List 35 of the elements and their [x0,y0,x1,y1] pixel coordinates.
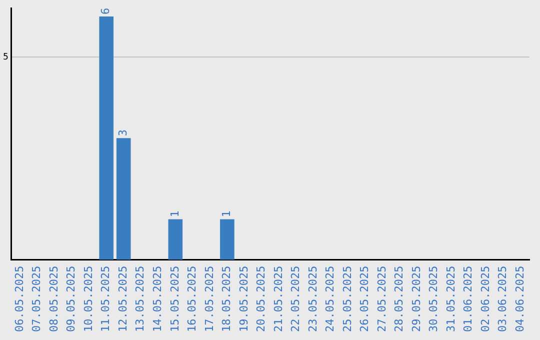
x-tick-label: 18.05.2025 [220,266,234,332]
x-tick-label: 29.05.2025 [410,266,423,332]
x-tick-label: 19.05.2025 [237,266,250,332]
x-tick-label: 10.05.2025 [82,266,95,332]
x-tick-label: 06.05.2025 [12,266,26,332]
data-label: 3 [116,130,130,136]
x-tick-label: 11.05.2025 [99,266,112,332]
data-label: 6 [99,8,112,15]
x-tick-label: 08.05.2025 [47,266,60,332]
data-label: 1 [168,210,182,218]
x-tick-label: 01.06.2025 [462,266,475,332]
x-tick-label: 03.06.2025 [496,266,510,332]
x-tick-label: 02.06.2025 [478,266,492,332]
x-tick-label: 13.05.2025 [134,266,147,332]
data-label: 1 [220,210,234,218]
x-tick-label: 26.05.2025 [358,266,372,332]
x-tick-label: 25.05.2025 [340,266,354,332]
x-tick-label: 31.05.2025 [444,266,458,332]
x-tick-label: 22.05.2025 [289,266,302,332]
x-tick-label: 30.05.2025 [427,266,440,332]
x-tick-label: 16.05.2025 [186,266,199,332]
x-tick-label: 27.05.2025 [375,266,388,332]
y-tick-label: 5 [2,52,8,62]
x-tick-label: 23.05.2025 [306,266,320,332]
x-tick-label: 09.05.2025 [64,266,78,332]
x-tick-label: 04.06.2025 [513,266,526,332]
x-tick-label: 14.05.2025 [151,266,164,332]
x-tick-label: 24.05.2025 [324,266,337,332]
x-tick-label: 21.05.2025 [272,266,285,332]
x-tick-label: 12.05.2025 [116,266,130,332]
x-tick-label: 07.05.2025 [30,266,44,332]
x-tick-label: 28.05.2025 [392,266,406,332]
x-tick-label: 15.05.2025 [168,266,182,332]
x-tick-label: 17.05.2025 [202,266,216,332]
x-tick-label: 20.05.2025 [254,266,268,332]
